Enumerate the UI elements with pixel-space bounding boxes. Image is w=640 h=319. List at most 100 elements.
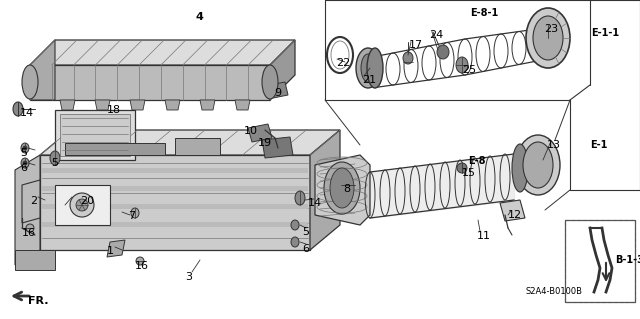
- Text: 20: 20: [80, 196, 94, 206]
- Polygon shape: [270, 82, 288, 98]
- Ellipse shape: [131, 208, 139, 218]
- Polygon shape: [107, 240, 125, 257]
- Text: 6: 6: [302, 244, 309, 254]
- Ellipse shape: [70, 193, 94, 217]
- Ellipse shape: [356, 48, 380, 88]
- Ellipse shape: [21, 158, 29, 168]
- Text: 13: 13: [547, 140, 561, 150]
- Text: 15: 15: [462, 168, 476, 178]
- Text: 25: 25: [462, 65, 476, 75]
- Text: 22: 22: [336, 58, 350, 68]
- Polygon shape: [270, 40, 295, 100]
- Text: 21: 21: [362, 75, 376, 85]
- Polygon shape: [165, 100, 180, 110]
- Text: 17: 17: [409, 40, 423, 50]
- Text: B-1-30: B-1-30: [615, 255, 640, 265]
- Text: S2A4-B0100B: S2A4-B0100B: [525, 287, 582, 296]
- Polygon shape: [130, 100, 145, 110]
- Polygon shape: [30, 40, 295, 65]
- Text: 2: 2: [30, 196, 37, 206]
- Text: 23: 23: [544, 24, 558, 34]
- Bar: [55, 185, 110, 225]
- Polygon shape: [42, 186, 308, 191]
- Polygon shape: [30, 40, 55, 100]
- Polygon shape: [40, 130, 340, 155]
- Polygon shape: [95, 100, 110, 110]
- Ellipse shape: [291, 237, 299, 247]
- Ellipse shape: [361, 54, 375, 82]
- Polygon shape: [315, 155, 370, 225]
- Ellipse shape: [533, 16, 563, 60]
- Bar: [55, 110, 135, 160]
- Polygon shape: [235, 100, 250, 110]
- Polygon shape: [60, 100, 75, 110]
- Polygon shape: [15, 250, 55, 270]
- Ellipse shape: [330, 168, 354, 208]
- Polygon shape: [40, 155, 310, 250]
- Ellipse shape: [457, 163, 467, 173]
- Text: 14: 14: [308, 198, 322, 208]
- Text: 5: 5: [20, 148, 27, 158]
- Polygon shape: [310, 130, 340, 250]
- Text: 9: 9: [274, 88, 281, 98]
- Polygon shape: [42, 168, 308, 173]
- Ellipse shape: [262, 65, 278, 99]
- Text: E-1: E-1: [590, 140, 607, 150]
- Ellipse shape: [22, 65, 38, 99]
- Bar: [60, 114, 130, 156]
- Ellipse shape: [403, 52, 413, 64]
- Ellipse shape: [456, 57, 468, 73]
- Ellipse shape: [295, 191, 305, 205]
- Ellipse shape: [50, 151, 60, 165]
- Bar: [565, 220, 635, 302]
- Ellipse shape: [512, 144, 528, 192]
- Polygon shape: [262, 137, 293, 158]
- Ellipse shape: [324, 162, 360, 214]
- Text: 7: 7: [128, 211, 135, 221]
- Ellipse shape: [523, 142, 553, 188]
- Text: 16: 16: [135, 261, 149, 271]
- Ellipse shape: [291, 220, 299, 230]
- Ellipse shape: [437, 45, 449, 59]
- Ellipse shape: [76, 199, 88, 211]
- Text: 4: 4: [195, 12, 203, 22]
- Polygon shape: [22, 180, 40, 223]
- Text: E-1-1: E-1-1: [591, 28, 619, 38]
- Bar: [565, 220, 635, 302]
- Text: 12: 12: [508, 210, 522, 220]
- Text: 14: 14: [20, 108, 34, 118]
- Ellipse shape: [516, 135, 560, 195]
- Ellipse shape: [367, 48, 383, 88]
- Polygon shape: [42, 222, 308, 227]
- Text: E-8-1: E-8-1: [470, 8, 499, 18]
- Ellipse shape: [23, 146, 27, 150]
- Text: 11: 11: [477, 231, 491, 241]
- Text: 10: 10: [244, 126, 258, 136]
- Polygon shape: [175, 138, 220, 155]
- Ellipse shape: [136, 257, 144, 265]
- Polygon shape: [15, 155, 40, 265]
- Text: 18: 18: [107, 105, 121, 115]
- Text: 8: 8: [343, 184, 350, 194]
- Ellipse shape: [23, 161, 27, 165]
- Text: 24: 24: [429, 30, 444, 40]
- Text: 5: 5: [51, 158, 58, 168]
- Text: 1: 1: [107, 246, 114, 256]
- Polygon shape: [500, 200, 525, 221]
- Text: 16: 16: [22, 228, 36, 238]
- Ellipse shape: [526, 8, 570, 68]
- Ellipse shape: [21, 143, 29, 153]
- Text: 6: 6: [20, 163, 27, 173]
- Polygon shape: [30, 65, 270, 100]
- Text: FR.: FR.: [28, 296, 49, 306]
- Text: E-8: E-8: [468, 156, 486, 166]
- Polygon shape: [65, 143, 165, 155]
- Text: 19: 19: [258, 138, 272, 148]
- Ellipse shape: [26, 224, 34, 232]
- Polygon shape: [42, 204, 308, 209]
- Polygon shape: [75, 138, 120, 155]
- Polygon shape: [248, 124, 272, 142]
- Polygon shape: [200, 100, 215, 110]
- Text: 5: 5: [302, 227, 309, 237]
- Text: 3: 3: [185, 272, 192, 282]
